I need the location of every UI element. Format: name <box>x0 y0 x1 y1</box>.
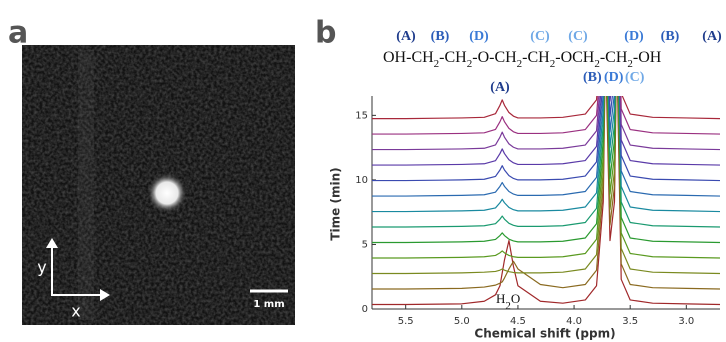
text-run: -OH <box>633 49 662 66</box>
y-axis-title: Time (min) <box>329 167 343 240</box>
microscopy-image <box>22 45 295 325</box>
y-tick-label: 15 <box>355 110 368 121</box>
spectrum-line <box>372 96 720 135</box>
spectrum-line <box>372 96 720 120</box>
text-run: H <box>496 291 505 306</box>
subscript: 2 <box>467 58 473 70</box>
x-tick-label: 4.0 <box>566 316 582 327</box>
group-label: (D) <box>469 29 489 44</box>
spectrum-line <box>372 96 720 182</box>
text-run: O <box>511 291 520 306</box>
y-tick-label: 0 <box>362 304 368 315</box>
axis-label: y <box>37 258 46 277</box>
text-run: -CH <box>522 49 550 66</box>
x-tick-label: 3.5 <box>622 316 638 327</box>
x-tick-label: 5.5 <box>398 316 414 327</box>
text-run: OH-CH <box>383 49 434 66</box>
subscript: 2 <box>594 58 600 70</box>
subscript: 2 <box>550 58 556 70</box>
peak-labels: (A) (B) (D) (C) <box>490 70 644 95</box>
subscript: 2 <box>627 58 633 70</box>
peak-label: (D) <box>604 70 624 85</box>
spectrum-line <box>372 96 720 290</box>
group-label: (A) <box>396 29 416 44</box>
scale-label: 1 mm <box>253 299 284 310</box>
group-label: (D) <box>624 29 644 44</box>
group-label: (C) <box>568 29 588 44</box>
spectrum-line <box>372 96 720 166</box>
y-tick-label: 5 <box>362 239 368 250</box>
panel-label: b <box>315 16 336 51</box>
text-run: -CH <box>600 49 628 66</box>
peak-label: (C) <box>625 70 645 85</box>
spectra-plot: 0 5 10 15 5.5 5.0 4.5 4.0 3.5 3.0 <box>355 96 720 327</box>
water-label: H2O <box>496 291 520 312</box>
peak-label: (A) <box>490 80 510 95</box>
text-run: -O-CH <box>472 49 517 66</box>
formula: OH-CH2-CH2-O-CH2-CH2-OCH2-CH2-OH <box>383 49 662 70</box>
peak-label: (B) <box>583 70 602 85</box>
spectrum-line <box>372 96 720 306</box>
x-axis-title: Chemical shift (ppm) <box>474 327 615 341</box>
x-tick-label: 3.0 <box>678 316 694 327</box>
group-labels: (A) (B) (D) (C) (C) (D) (B) (A) <box>396 29 722 44</box>
x-tick-label: 4.5 <box>510 316 526 327</box>
axis-label: x <box>71 302 80 321</box>
group-label: (B) <box>661 29 680 44</box>
subscript: 2 <box>505 300 511 312</box>
group-label: (B) <box>431 29 450 44</box>
subscript: 2 <box>434 58 440 70</box>
text-run: -OCH <box>555 49 595 66</box>
x-tick-label: 5.0 <box>454 316 470 327</box>
y-tick-label: 10 <box>355 175 368 186</box>
spectrum-line <box>372 96 720 151</box>
spectra <box>372 96 720 306</box>
group-label: (C) <box>530 29 550 44</box>
axes-arrows <box>46 238 110 301</box>
panel-label: a <box>8 16 28 51</box>
subscript: 2 <box>517 58 523 70</box>
group-label: (A) <box>702 29 722 44</box>
text-run: -CH <box>439 49 467 66</box>
